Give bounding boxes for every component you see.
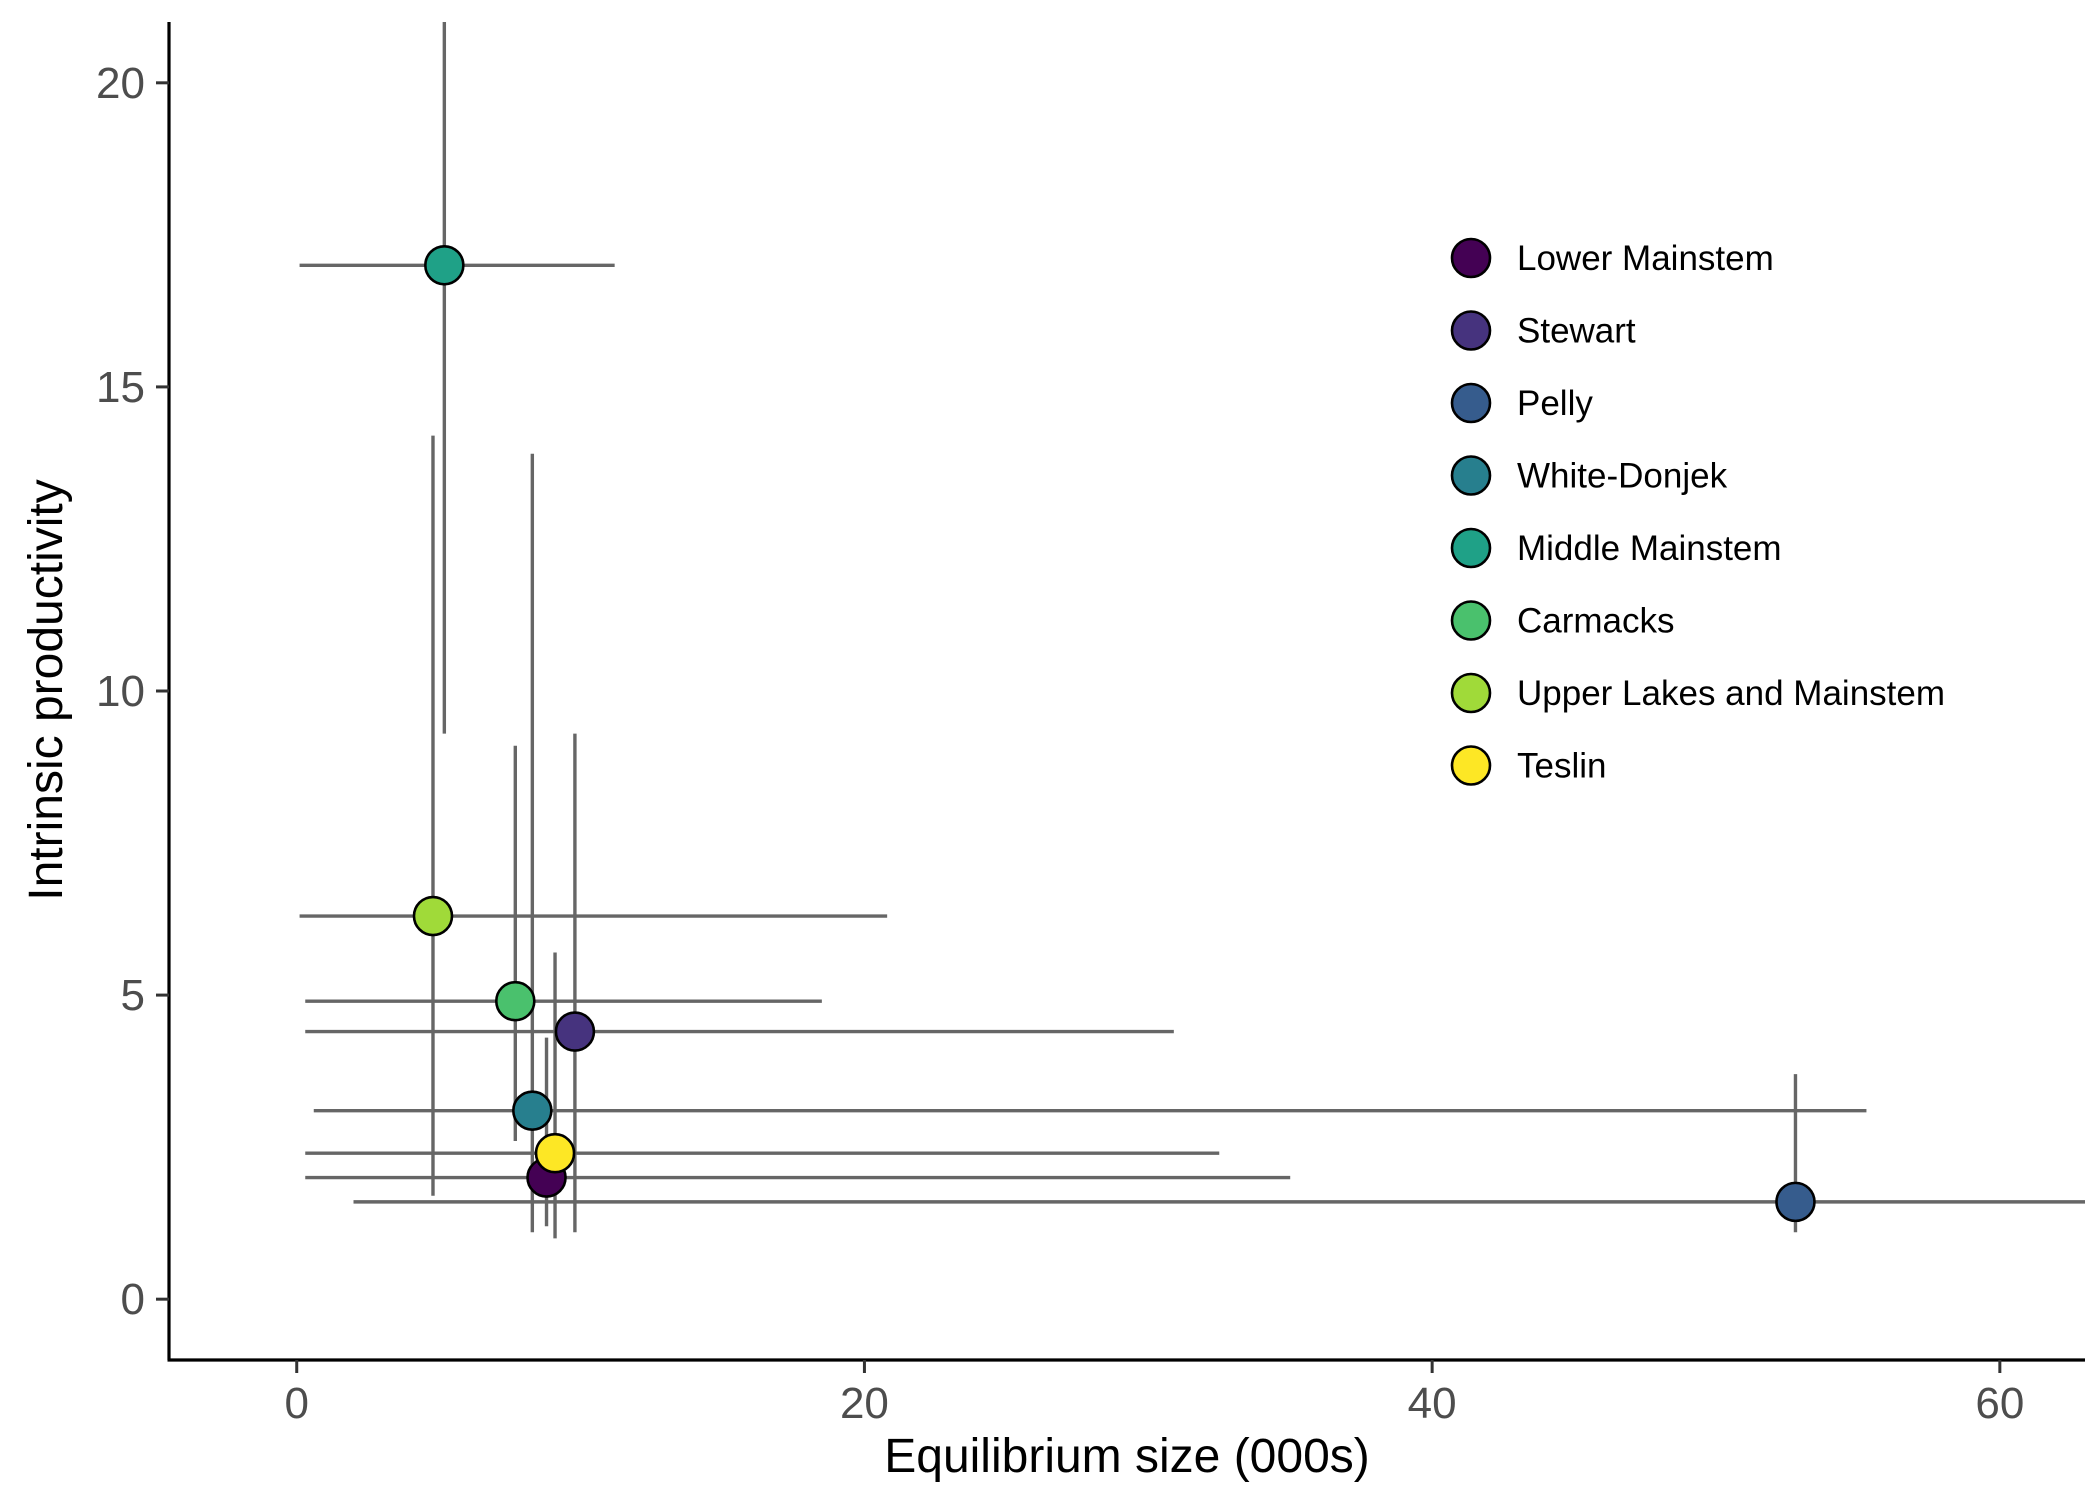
point-upper-lakes-and-mainstem	[412, 895, 454, 937]
y-tick-label: 20	[96, 59, 145, 108]
point-white-donjek	[512, 1090, 553, 1131]
point-teslin	[534, 1132, 576, 1174]
y-tick-label: 5	[121, 971, 145, 1020]
point-carmacks	[494, 980, 536, 1022]
legend-key-stewart	[1450, 310, 1492, 351]
legend-key-lower-mainstem	[1450, 237, 1492, 279]
legend-key-white-donjek	[1450, 455, 1492, 496]
point-pelly	[1775, 1181, 1816, 1223]
y-axis-title: Intrinsic productivity	[20, 479, 73, 900]
legend: Lower Mainstem Stewart Pelly White-Donjek Mi…	[1450, 237, 1945, 786]
legend-label-teslin: Teslin	[1517, 747, 1606, 786]
x-tick-label: 40	[1408, 1379, 1457, 1428]
legend-label-carmacks: Carmacks	[1517, 602, 1675, 641]
legend-key-carmacks	[1450, 600, 1492, 641]
legend-label-white-donjek: White-Donjek	[1517, 457, 1728, 496]
legend-key-pelly	[1450, 382, 1492, 424]
x-tick-label: 20	[840, 1379, 889, 1428]
y-tick-label: 10	[96, 667, 145, 716]
y-tick-label: 15	[96, 363, 145, 412]
x-axis-title: Equilibrium size (000s)	[884, 1430, 1370, 1483]
point-middle-mainstem	[424, 244, 465, 286]
legend-label-middle-mainstem: Middle Mainstem	[1517, 529, 1782, 568]
legend-label-stewart: Stewart	[1517, 312, 1636, 351]
legend-label-upper-lakes-and-mainstem: Upper Lakes and Mainstem	[1517, 674, 1945, 713]
x-tick-label: 0	[284, 1379, 308, 1428]
data-points	[412, 244, 1816, 1223]
legend-key-upper-lakes-and-mainstem	[1450, 672, 1492, 714]
legend-key-teslin	[1450, 745, 1492, 786]
error-bars	[299, 22, 2085, 1239]
y-tick-label: 0	[121, 1275, 145, 1324]
legend-label-lower-mainstem: Lower Mainstem	[1517, 239, 1774, 278]
x-tick-label: 60	[1975, 1379, 2024, 1428]
x-axis-ticks: 0 20 40 60	[284, 1360, 2024, 1428]
legend-label-pelly: Pelly	[1517, 384, 1593, 423]
legend-key-middle-mainstem	[1450, 527, 1492, 569]
point-stewart	[554, 1011, 596, 1052]
y-axis-ticks: 0 5 10 15 20	[96, 59, 169, 1324]
